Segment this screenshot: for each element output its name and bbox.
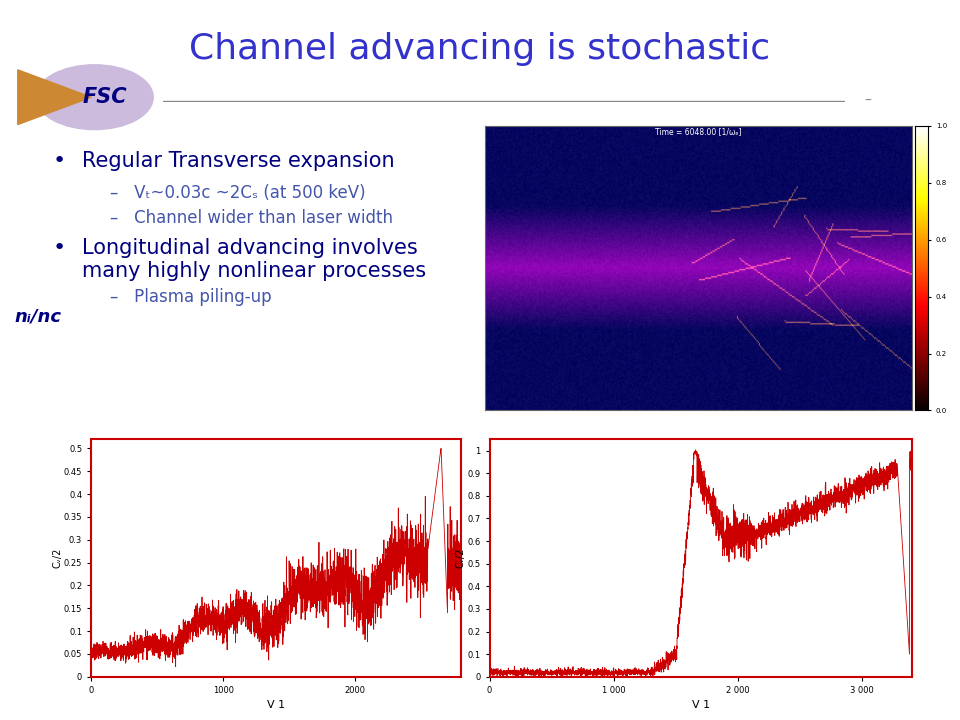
Text: Frame 111 / 30 Aug 2007: Frame 111 / 30 Aug 2007 (493, 430, 583, 436)
Y-axis label: Cᵥ/2: Cᵥ/2 (52, 548, 62, 568)
Text: –   Channel wider than laser width: – Channel wider than laser width (110, 209, 394, 227)
Y-axis label: x2 [c/ωₑ]: x2 [c/ωₑ] (441, 249, 449, 287)
Text: Channel advancing is stochastic: Channel advancing is stochastic (189, 32, 771, 66)
Y-axis label: Cᵥ/2: Cᵥ/2 (456, 548, 466, 568)
X-axis label: V 1: V 1 (692, 701, 709, 711)
Text: Longitudinal advancing involves
many highly nonlinear processes: Longitudinal advancing involves many hig… (82, 238, 425, 281)
Text: Frame 001 / 30 Aug 2007: Frame 001 / 30 Aug 2007 (95, 430, 184, 436)
Text: FSC: FSC (84, 87, 128, 107)
Text: •: • (53, 238, 66, 258)
Text: –   Plasma piling-up: – Plasma piling-up (110, 288, 272, 306)
Text: •: • (53, 151, 66, 171)
Ellipse shape (36, 65, 154, 130)
Polygon shape (18, 70, 91, 125)
X-axis label: x1 [c/ωₑ]: x1 [c/ωₑ] (680, 434, 717, 443)
Text: Time = 6048.00 [1/ωₑ]: Time = 6048.00 [1/ωₑ] (655, 127, 742, 136)
Text: –   Vₜ~0.03c ~2Cₛ (at 500 keV): – Vₜ~0.03c ~2Cₛ (at 500 keV) (110, 184, 366, 202)
Text: Phasespace x2x1: Phasespace x2x1 (665, 114, 732, 123)
Text: nᵢ/nᴄ: nᵢ/nᴄ (14, 307, 61, 325)
Text: Regular Transverse expansion: Regular Transverse expansion (82, 151, 395, 171)
Text: –: – (864, 94, 871, 108)
X-axis label: V 1: V 1 (267, 701, 285, 711)
